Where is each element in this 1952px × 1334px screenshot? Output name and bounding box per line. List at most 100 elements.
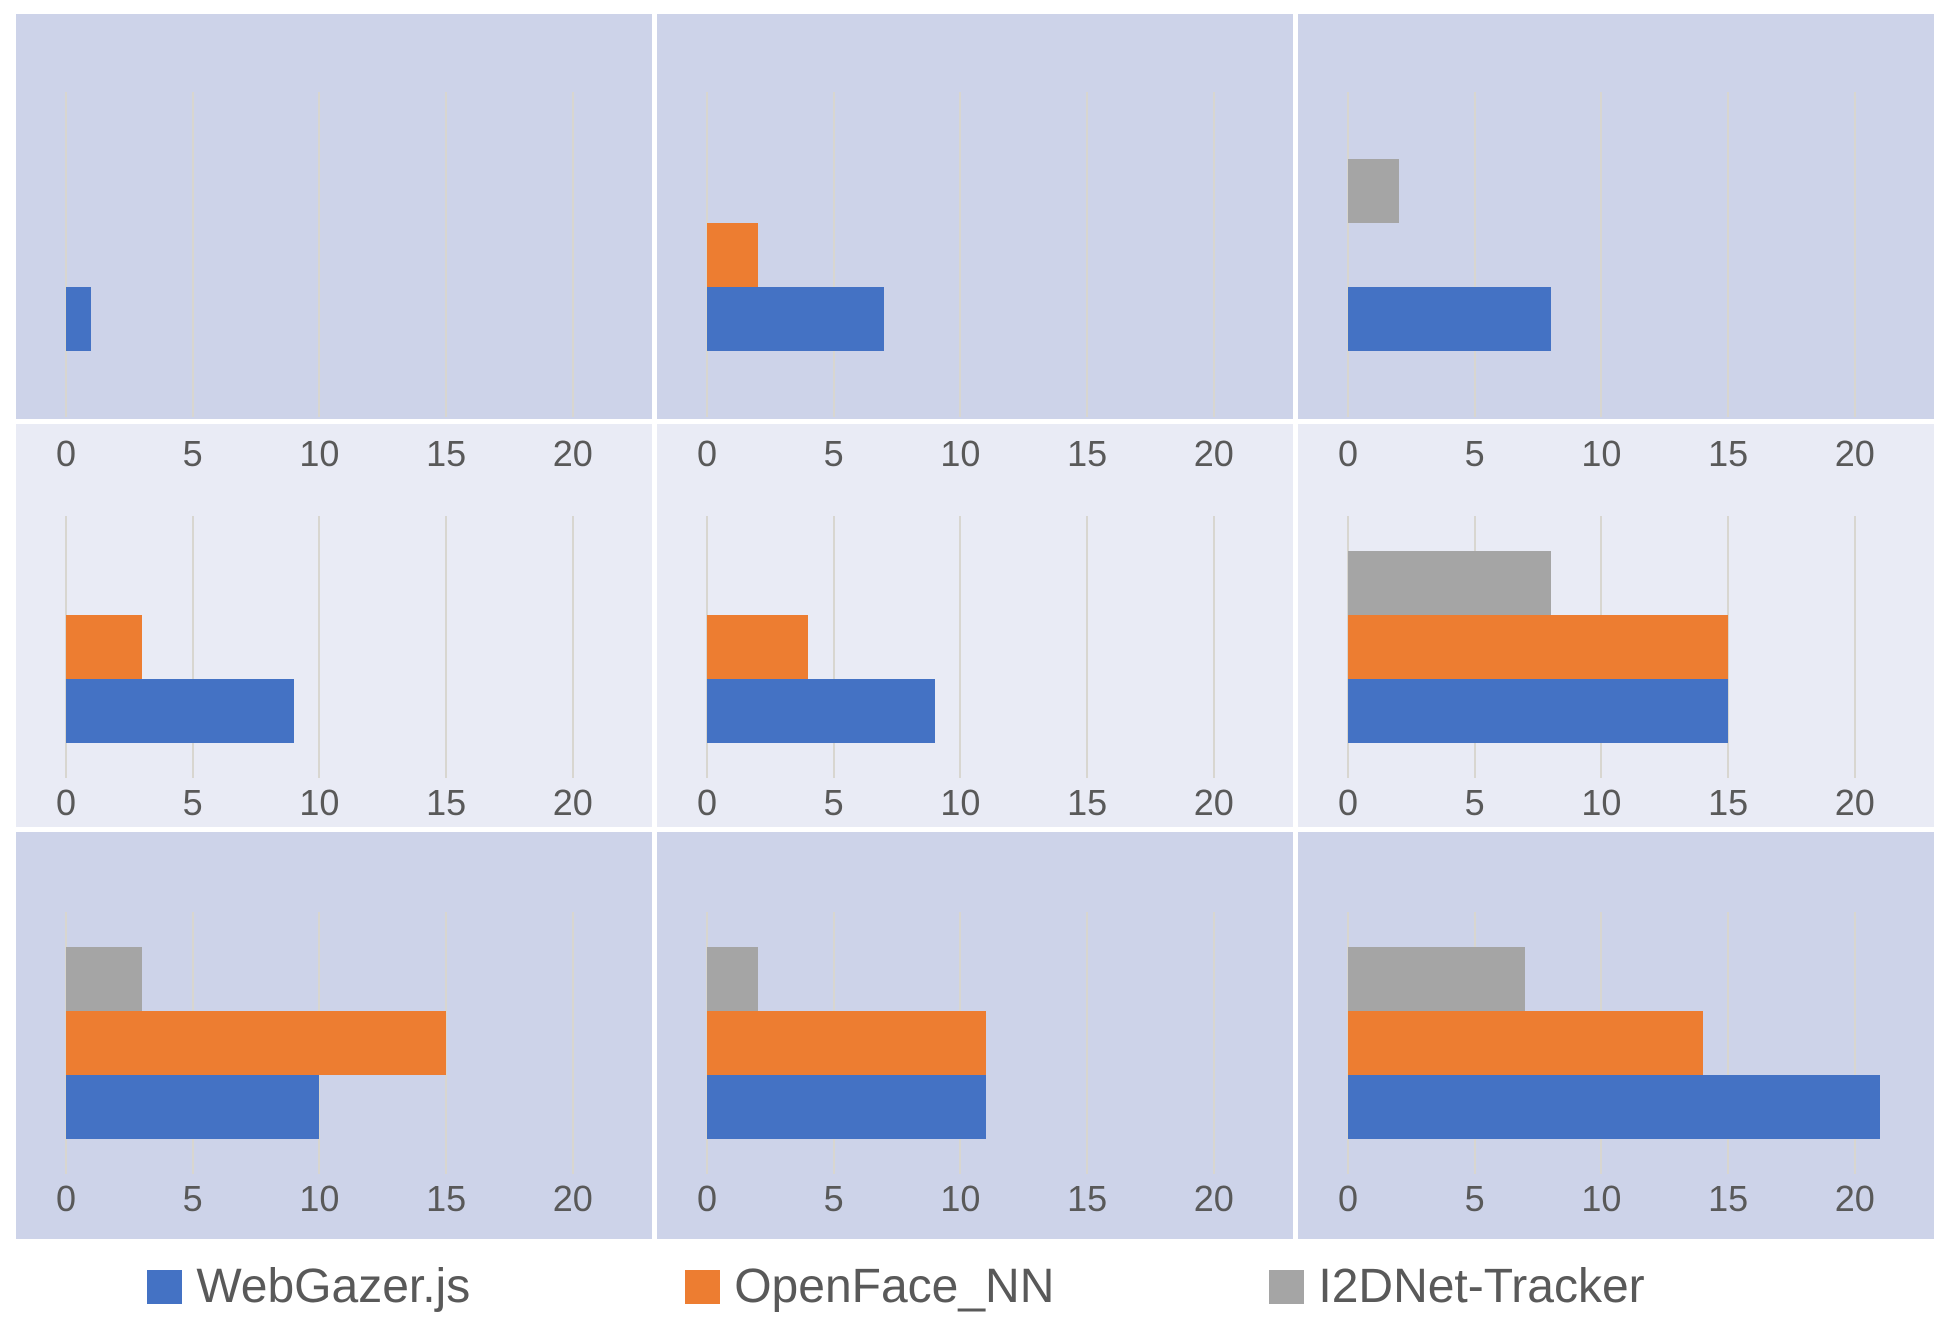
axis-tick-label: 10 xyxy=(1581,781,1622,823)
bar-slot xyxy=(657,947,1293,1011)
bar-slot xyxy=(1298,947,1934,1011)
gridline xyxy=(1727,92,1730,417)
axis-tick-label: 10 xyxy=(1581,1177,1622,1219)
bar-slot xyxy=(1298,1011,1934,1075)
bar-group xyxy=(16,92,652,417)
axis-tick-row: 0 5 10 15 20 xyxy=(657,778,1293,827)
bar-group xyxy=(1298,516,1934,778)
gridline xyxy=(191,516,194,778)
axis-tick-label: 5 xyxy=(1464,433,1485,474)
axis-tick-label: 20 xyxy=(1193,781,1234,823)
gridline xyxy=(571,516,574,778)
gridline xyxy=(959,516,962,778)
bar-webgazer-js xyxy=(1348,286,1551,351)
chart-tile: 0 5 10 15 20 xyxy=(16,832,652,1239)
bar-slot xyxy=(657,615,1293,679)
axis-tick-label: 20 xyxy=(1193,433,1234,474)
bar-webgazer-js xyxy=(707,1075,986,1139)
axis-tick-row: 0 5 10 15 20 xyxy=(16,1174,652,1223)
gridline xyxy=(1473,92,1476,417)
gridline xyxy=(445,516,448,778)
chart-tile: 0 5 10 15 20 xyxy=(657,832,1293,1239)
axis-tick-label: 10 xyxy=(940,781,981,823)
spacer xyxy=(16,832,652,872)
chart-tile xyxy=(1298,14,1934,419)
axis-tick-label: 20 xyxy=(1834,1177,1875,1219)
axis-tick-label: 15 xyxy=(1067,781,1108,823)
bar-slot xyxy=(657,222,1293,287)
axis-tick-label: 5 xyxy=(1464,1177,1485,1219)
axis-tick-label: 20 xyxy=(552,433,593,474)
bar-group xyxy=(16,912,652,1174)
axis-tick-row: 0 5 10 15 20 xyxy=(1298,424,1934,484)
bar-openface-nn xyxy=(66,1011,447,1075)
axis-tick-row: 0 5 10 15 20 xyxy=(657,424,1293,484)
bar-webgazer-js xyxy=(66,286,92,351)
gridline xyxy=(1853,92,1856,417)
axis-tick-label: 5 xyxy=(823,433,844,474)
bar-slot xyxy=(657,1011,1293,1075)
bar-i2dnet-tracker xyxy=(1348,551,1551,615)
spacer xyxy=(1298,484,1934,516)
axis-tick-label: 20 xyxy=(1193,1177,1234,1219)
axis-tick-row: 0 5 10 15 20 xyxy=(16,424,652,484)
gridline xyxy=(318,516,321,778)
spacer xyxy=(657,484,1293,516)
gridline xyxy=(1212,516,1215,778)
bar-slot xyxy=(1298,1075,1934,1139)
chart-grid-row xyxy=(16,14,1934,419)
plot-area xyxy=(657,516,1293,778)
bar-i2dnet-tracker xyxy=(707,947,758,1011)
bar-openface-nn xyxy=(1348,615,1729,679)
gridline xyxy=(1600,92,1603,417)
plot-area xyxy=(657,92,1293,417)
chart-grid: 0 5 10 15 20 0 5 10 15 20 0 5 10 15 20 0 5 10 15 20 0 5 10 15 20… xyxy=(16,14,1934,1239)
gridline xyxy=(1212,92,1215,417)
bar-slot xyxy=(657,159,1293,223)
gridline xyxy=(959,92,962,417)
bar-webgazer-js xyxy=(1348,679,1729,743)
chart-grid-row: 0 5 10 15 20 0 5 10 15 20 0 5 10 15 20 0 5 10 15 20 0 5 10 15 20… xyxy=(16,424,1934,827)
plot-area xyxy=(1298,912,1934,1174)
axis-tick-label: 15 xyxy=(1067,433,1108,474)
bar-slot xyxy=(1298,158,1934,223)
plot-area xyxy=(16,92,652,417)
axis-tick-label: 15 xyxy=(1067,1177,1108,1219)
bar-group xyxy=(657,516,1293,778)
bar-slot xyxy=(16,1075,652,1139)
bar-openface-nn xyxy=(707,222,758,287)
spacer xyxy=(16,484,652,516)
bar-slot xyxy=(1298,551,1934,615)
axis-tick-label: 10 xyxy=(940,1177,981,1219)
legend-label: OpenFace_NN xyxy=(734,1260,1055,1313)
axis-tick-label: 10 xyxy=(299,433,340,474)
bar-group xyxy=(1298,92,1934,417)
axis-tick-label: 5 xyxy=(823,1177,844,1219)
axis-tick-label: 20 xyxy=(552,781,593,823)
gridline xyxy=(65,92,67,417)
chart-tile: 0 5 10 15 20 0 5 10 15 20 xyxy=(1298,424,1934,827)
plot-area xyxy=(1298,516,1934,778)
axis-tick-row: 0 5 10 15 20 xyxy=(1298,778,1934,827)
spacer xyxy=(657,832,1293,872)
gridline xyxy=(1086,516,1089,778)
bar-group xyxy=(657,92,1293,417)
legend-label: I2DNet-Tracker xyxy=(1318,1260,1645,1313)
gridline xyxy=(318,92,321,417)
axis-tick-label: 5 xyxy=(823,781,844,823)
legend-label: WebGazer.js xyxy=(196,1260,471,1313)
axis-tick-label: 5 xyxy=(1464,781,1485,823)
chart-tile xyxy=(657,14,1293,419)
bar-slot xyxy=(657,679,1293,743)
legend-item: I2DNet-Tracker xyxy=(1269,1259,1645,1314)
axis-tick-label: 20 xyxy=(552,1177,593,1219)
bar-openface-nn xyxy=(66,615,143,679)
legend-swatch xyxy=(147,1269,183,1304)
chart-tile: 0 5 10 15 20 0 5 10 15 20 xyxy=(16,424,652,827)
axis-tick-row: 0 5 10 15 20 xyxy=(657,1174,1293,1223)
bar-slot xyxy=(657,1075,1293,1139)
bar-webgazer-js xyxy=(1348,1075,1881,1139)
gridline xyxy=(1086,92,1089,417)
bar-slot xyxy=(16,615,652,679)
axis-tick-label: 5 xyxy=(182,1177,203,1219)
